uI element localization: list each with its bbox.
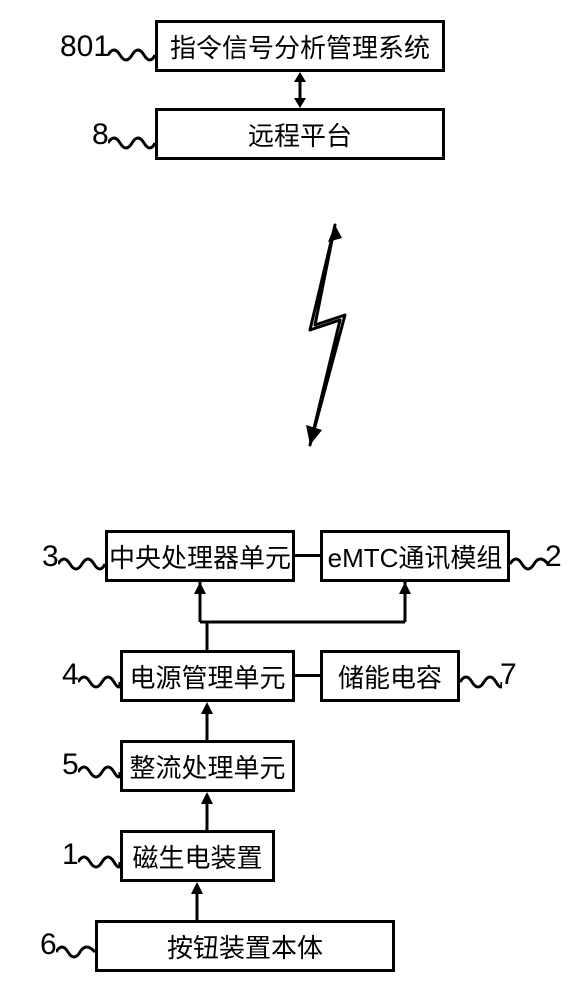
squiggle-icon <box>460 672 502 692</box>
node-label: 磁生电装置 <box>132 838 262 875</box>
double-arrow-icon <box>292 72 308 108</box>
node-label: eMTC通讯模组 <box>328 538 503 575</box>
node-power-management: 电源管理单元 <box>120 650 295 702</box>
ref-1: 1 <box>62 838 79 872</box>
node-label: 中央处理器单元 <box>109 538 291 575</box>
node-label: 按钮装置本体 <box>167 928 323 965</box>
node-button-device-body: 按钮装置本体 <box>95 920 395 972</box>
node-label: 指令信号分析管理系统 <box>170 28 430 65</box>
ref-6: 6 <box>40 928 57 962</box>
node-label: 整流处理单元 <box>129 748 285 785</box>
arrow-up-icon <box>189 882 205 920</box>
squiggle-icon <box>510 554 548 574</box>
connector-line <box>295 674 320 677</box>
squiggle-icon <box>108 45 155 65</box>
node-rectifier-unit: 整流处理单元 <box>120 740 295 792</box>
squiggle-icon <box>56 942 95 962</box>
ref-801: 801 <box>60 30 110 64</box>
node-signal-analysis-system: 指令信号分析管理系统 <box>155 20 445 72</box>
node-cpu-unit: 中央处理器单元 <box>105 530 295 582</box>
arrow-up-icon <box>199 792 215 830</box>
connector-line <box>295 554 320 557</box>
node-label: 电源管理单元 <box>129 658 285 695</box>
ref-7: 7 <box>500 658 517 692</box>
arrow-up-icon <box>199 702 215 740</box>
squiggle-icon <box>78 852 120 872</box>
squiggle-icon <box>78 762 120 782</box>
ref-3: 3 <box>42 540 59 574</box>
node-emtc-module: eMTC通讯模组 <box>320 530 510 582</box>
ref-5: 5 <box>62 748 79 782</box>
ref-8: 8 <box>92 118 109 152</box>
squiggle-icon <box>108 133 155 153</box>
wireless-bolt-icon <box>280 220 370 450</box>
ref-4: 4 <box>62 658 79 692</box>
connector-branch <box>170 582 430 650</box>
node-energy-storage-capacitor: 储能电容 <box>320 650 460 702</box>
node-label: 远程平台 <box>248 116 352 153</box>
node-remote-platform: 远程平台 <box>155 108 445 160</box>
node-label: 储能电容 <box>338 658 442 695</box>
squiggle-icon <box>78 672 120 692</box>
node-magneto-electric-device: 磁生电装置 <box>120 830 275 882</box>
squiggle-icon <box>58 554 105 574</box>
